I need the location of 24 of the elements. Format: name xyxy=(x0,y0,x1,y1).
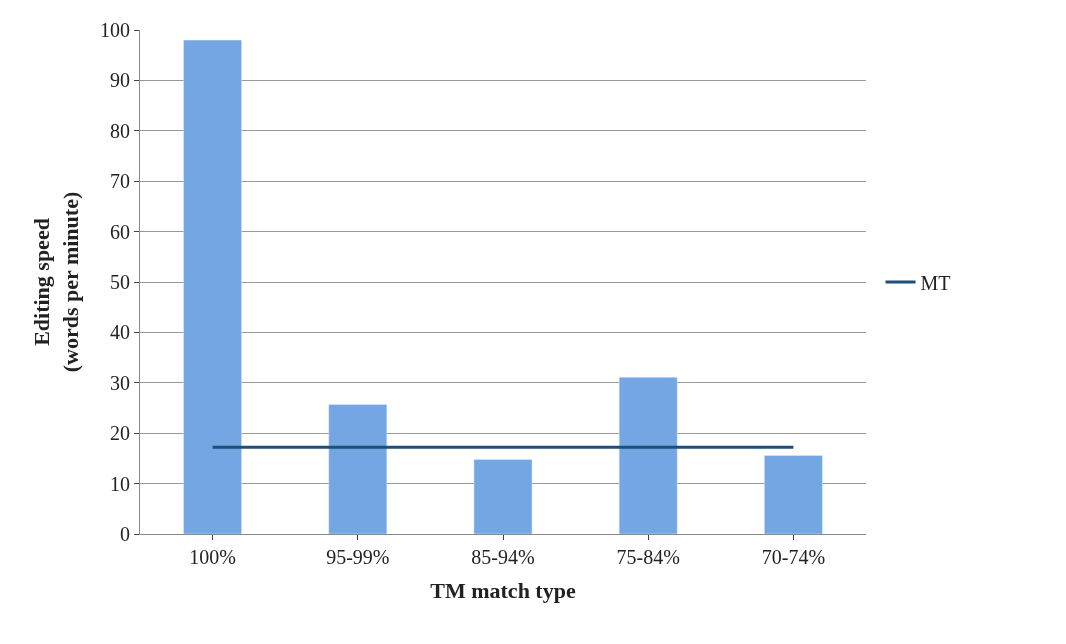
x-axis-title: TM match type xyxy=(430,577,576,603)
y-axis-title: Editing speed (words per minute) xyxy=(29,191,83,373)
x-tick-label: 100% xyxy=(189,546,236,568)
x-tick-label: 70-74% xyxy=(761,546,826,568)
bar xyxy=(473,459,533,534)
bar xyxy=(328,404,388,534)
y-tick-label: 20 xyxy=(110,422,130,445)
y-tick-label: 50 xyxy=(110,271,130,293)
bar xyxy=(183,39,242,534)
legend-label: MT xyxy=(920,271,951,294)
y-tick-label: 30 xyxy=(110,371,130,394)
bar xyxy=(764,455,823,534)
y-tick-label: 60 xyxy=(110,220,130,243)
y-tick-label: 100 xyxy=(100,19,130,41)
y-tick-label: 10 xyxy=(110,472,130,495)
bar xyxy=(618,377,678,534)
y-tick-label: 0 xyxy=(120,523,130,545)
y-tick-label: 90 xyxy=(110,69,130,92)
y-tick-label: 40 xyxy=(110,321,130,344)
y-tick-label: 80 xyxy=(110,119,130,142)
x-tick-label: 85-94% xyxy=(471,546,535,568)
x-tick-label: 95-99% xyxy=(326,546,390,568)
y-tick-label: 70 xyxy=(110,170,130,193)
x-tick-label: 75-84% xyxy=(616,546,680,568)
